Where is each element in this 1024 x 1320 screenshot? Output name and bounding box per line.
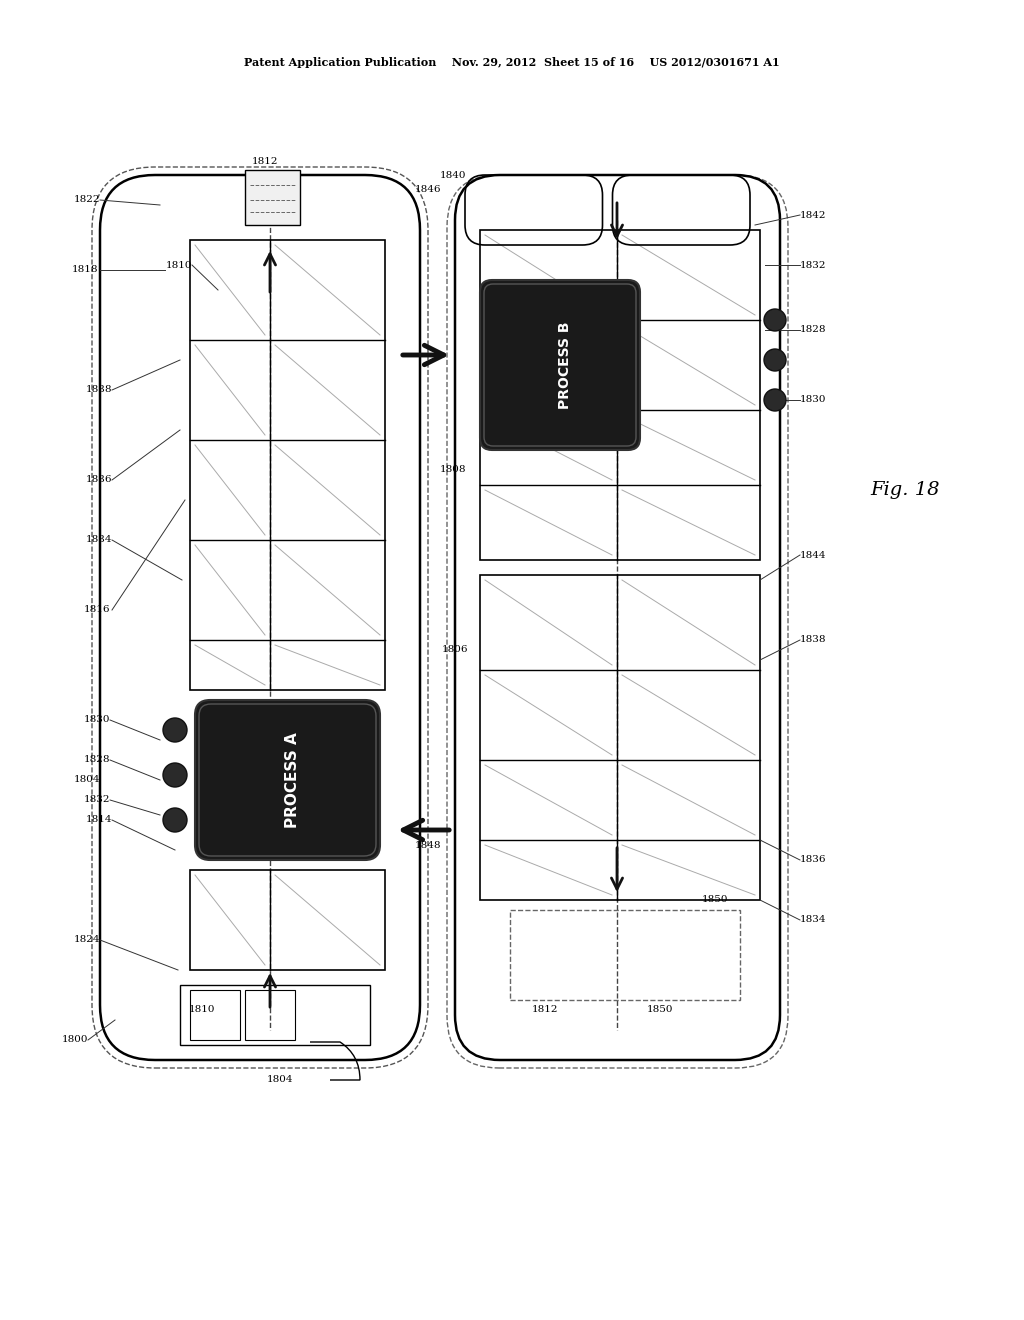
Text: 1834: 1834 bbox=[85, 536, 112, 544]
Text: 1828: 1828 bbox=[84, 755, 110, 764]
Text: 1838: 1838 bbox=[85, 385, 112, 395]
Text: 1818: 1818 bbox=[72, 265, 98, 275]
Text: 1808: 1808 bbox=[440, 466, 467, 474]
Text: 1812: 1812 bbox=[252, 157, 279, 166]
Text: 1846: 1846 bbox=[415, 186, 441, 194]
Bar bbox=[510, 909, 740, 1001]
Text: 1850: 1850 bbox=[647, 1006, 673, 1015]
Text: 1814: 1814 bbox=[85, 816, 112, 825]
Text: 1824: 1824 bbox=[74, 936, 100, 945]
Circle shape bbox=[764, 309, 786, 331]
Bar bbox=[190, 870, 385, 970]
Bar bbox=[480, 230, 760, 560]
Circle shape bbox=[764, 348, 786, 371]
FancyBboxPatch shape bbox=[480, 280, 640, 450]
Text: 1844: 1844 bbox=[800, 550, 826, 560]
Text: 1816: 1816 bbox=[84, 606, 110, 615]
Bar bbox=[180, 985, 370, 1045]
Text: 1832: 1832 bbox=[84, 796, 110, 804]
Circle shape bbox=[764, 389, 786, 411]
Text: Patent Application Publication    Nov. 29, 2012  Sheet 15 of 16    US 2012/03016: Patent Application Publication Nov. 29, … bbox=[244, 57, 780, 67]
Bar bbox=[190, 990, 240, 1040]
Circle shape bbox=[163, 763, 187, 787]
Bar bbox=[480, 576, 760, 900]
Bar bbox=[190, 240, 385, 690]
Text: 1842: 1842 bbox=[800, 210, 826, 219]
Text: 1836: 1836 bbox=[85, 475, 112, 484]
Circle shape bbox=[163, 808, 187, 832]
Text: 1848: 1848 bbox=[415, 841, 441, 850]
Text: 1834: 1834 bbox=[800, 916, 826, 924]
Bar bbox=[245, 170, 300, 224]
Text: 1804: 1804 bbox=[266, 1076, 293, 1085]
Circle shape bbox=[163, 718, 187, 742]
Text: 1812: 1812 bbox=[531, 1006, 558, 1015]
Text: 1810: 1810 bbox=[166, 260, 193, 269]
Text: 1830: 1830 bbox=[84, 715, 110, 725]
Text: PROCESS B: PROCESS B bbox=[558, 321, 572, 409]
Text: PROCESS A: PROCESS A bbox=[285, 733, 300, 828]
Text: 1804: 1804 bbox=[74, 776, 100, 784]
FancyBboxPatch shape bbox=[484, 284, 636, 446]
FancyBboxPatch shape bbox=[195, 700, 380, 861]
Text: 1830: 1830 bbox=[800, 396, 826, 404]
Text: 1838: 1838 bbox=[800, 635, 826, 644]
Text: 1828: 1828 bbox=[800, 326, 826, 334]
Text: 1850: 1850 bbox=[701, 895, 728, 904]
Text: 1810: 1810 bbox=[188, 1006, 215, 1015]
Text: 1832: 1832 bbox=[800, 260, 826, 269]
Bar bbox=[245, 990, 295, 1040]
FancyBboxPatch shape bbox=[199, 704, 376, 855]
Text: 1822: 1822 bbox=[74, 195, 100, 205]
Text: 1806: 1806 bbox=[442, 645, 469, 655]
Text: Fig. 18: Fig. 18 bbox=[870, 480, 939, 499]
Text: 1840: 1840 bbox=[440, 170, 467, 180]
Text: 1836: 1836 bbox=[800, 855, 826, 865]
Text: 1800: 1800 bbox=[61, 1035, 88, 1044]
